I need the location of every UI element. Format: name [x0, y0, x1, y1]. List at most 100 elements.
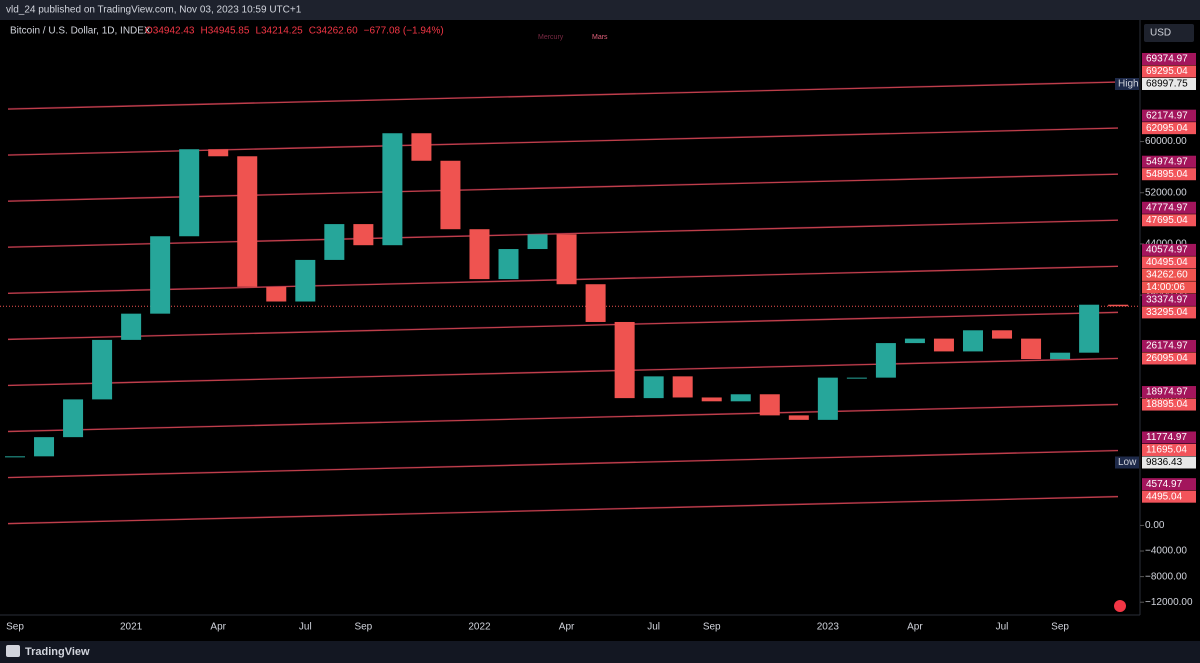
candle: [643, 376, 664, 399]
price-tag-label: 69374.97: [1146, 54, 1188, 65]
price-tag-label: 14:00:06: [1146, 282, 1185, 293]
candle: [933, 338, 954, 352]
candle: [353, 224, 374, 246]
y-tick-label: −12000.00: [1145, 597, 1193, 608]
plot: 60000.0052000.0044000.0036000.0020000.00…: [0, 52, 1196, 633]
price-tag: [1142, 77, 1196, 90]
candle: [150, 236, 171, 314]
price-tag-label: 33295.04: [1146, 307, 1188, 318]
level-line: [7, 357, 1119, 387]
price-tag: [1142, 52, 1196, 65]
price-tag-label: 11774.97: [1146, 432, 1187, 443]
candle: [817, 377, 838, 420]
price-tag: [1142, 155, 1196, 168]
symbol: Bitcoin / U.S. Dollar, 1D, INDEX: [10, 26, 151, 37]
price-tag-label: 47695.04: [1146, 215, 1188, 226]
price-tag: [1142, 122, 1196, 135]
price-tag-label: 54895.04: [1146, 169, 1188, 180]
y-tick-label: −8000.00: [1145, 571, 1187, 582]
price-tag-label: 62095.04: [1146, 123, 1188, 134]
flag-icon[interactable]: [1114, 600, 1126, 612]
candle: [875, 343, 896, 378]
indicator: Mercury: [538, 34, 564, 41]
change: −677.08 (−1.94%): [364, 26, 444, 37]
price-tag: [1142, 268, 1196, 281]
price-tag-label: 4495.04: [1146, 491, 1183, 502]
x-tick-label: Apr: [559, 622, 575, 633]
price-tag: [1142, 456, 1196, 469]
price-tag-label: 18974.97: [1146, 387, 1188, 398]
indicator: Mars: [592, 34, 608, 41]
currency-box[interactable]: [1144, 24, 1194, 42]
candle: [1108, 304, 1129, 307]
extreme-label: High: [1118, 79, 1139, 90]
candle: [266, 286, 287, 302]
price-tag: [1142, 281, 1196, 294]
candle: [34, 437, 55, 457]
price-tag-label: 18895.04: [1146, 399, 1188, 410]
bottom-bar: [0, 641, 1200, 663]
x-tick-label: Sep: [6, 622, 24, 633]
x-tick-label: 2023: [817, 622, 840, 633]
price-tag: [1142, 398, 1196, 411]
candle: [846, 377, 867, 379]
level-line: [7, 311, 1119, 341]
candle: [411, 133, 432, 161]
price-tag: [1142, 109, 1196, 122]
x-tick-label: 2022: [468, 622, 491, 633]
x-tick-label: Apr: [907, 622, 923, 633]
candle: [904, 338, 925, 344]
price-tag-label: 54974.97: [1146, 156, 1188, 167]
y-tick-label: 0.00: [1145, 520, 1165, 531]
price-tag: [1142, 214, 1196, 227]
candle: [440, 160, 461, 230]
candle: [121, 313, 142, 340]
extreme-tag: [1115, 456, 1139, 469]
price-tag: [1142, 168, 1196, 181]
candle: [5, 456, 25, 458]
price-tag: [1142, 443, 1196, 456]
x-tick-label: Apr: [210, 622, 226, 633]
price-tag-label: 9836.43: [1146, 457, 1183, 468]
price-tag: [1142, 201, 1196, 214]
candle: [469, 229, 490, 280]
candle: [672, 376, 693, 398]
x-tick-label: 2021: [120, 622, 143, 633]
candle: [1021, 338, 1042, 360]
y-tick-label: 60000.00: [1145, 136, 1187, 147]
price-tag: [1142, 339, 1196, 352]
level-line: [7, 219, 1119, 248]
price-tag-label: 11695.04: [1146, 445, 1187, 456]
price-tag-label: 68997.75: [1146, 79, 1188, 90]
price-tag: [1142, 243, 1196, 256]
candle: [324, 224, 345, 260]
x-tick-label: Sep: [703, 622, 721, 633]
ohlc-value: H34945.85: [201, 26, 250, 37]
candle: [759, 394, 780, 416]
extreme-tag: [1115, 77, 1139, 90]
ohlc-legend: O34942.43 H34945.85 L34214.25 C34262.60 −677…: [145, 26, 444, 37]
x-tick-label: Sep: [354, 622, 372, 633]
candle: [730, 394, 751, 402]
price-tag: [1142, 306, 1196, 319]
footer-brand: TradingView: [25, 646, 90, 658]
price-tag-label: 62174.97: [1146, 110, 1188, 121]
price-tag-label: 33374.97: [1146, 295, 1188, 306]
publisher: vld_24 published on TradingView.com, Nov…: [6, 5, 302, 16]
price-tag-label: 69295.04: [1146, 66, 1188, 77]
candle: [179, 149, 200, 237]
x-tick-label: Jul: [996, 622, 1009, 633]
extreme-label: Low: [1118, 457, 1137, 468]
price-tag: [1142, 256, 1196, 269]
candle: [527, 234, 548, 250]
level-line: [7, 496, 1119, 525]
candle: [701, 397, 722, 402]
currency[interactable]: USD: [1150, 28, 1171, 39]
top-bar: [0, 0, 1200, 20]
price-tag-label: 47774.97: [1146, 202, 1188, 213]
price-tag-label: 40495.04: [1146, 257, 1188, 268]
level-line: [7, 449, 1119, 479]
